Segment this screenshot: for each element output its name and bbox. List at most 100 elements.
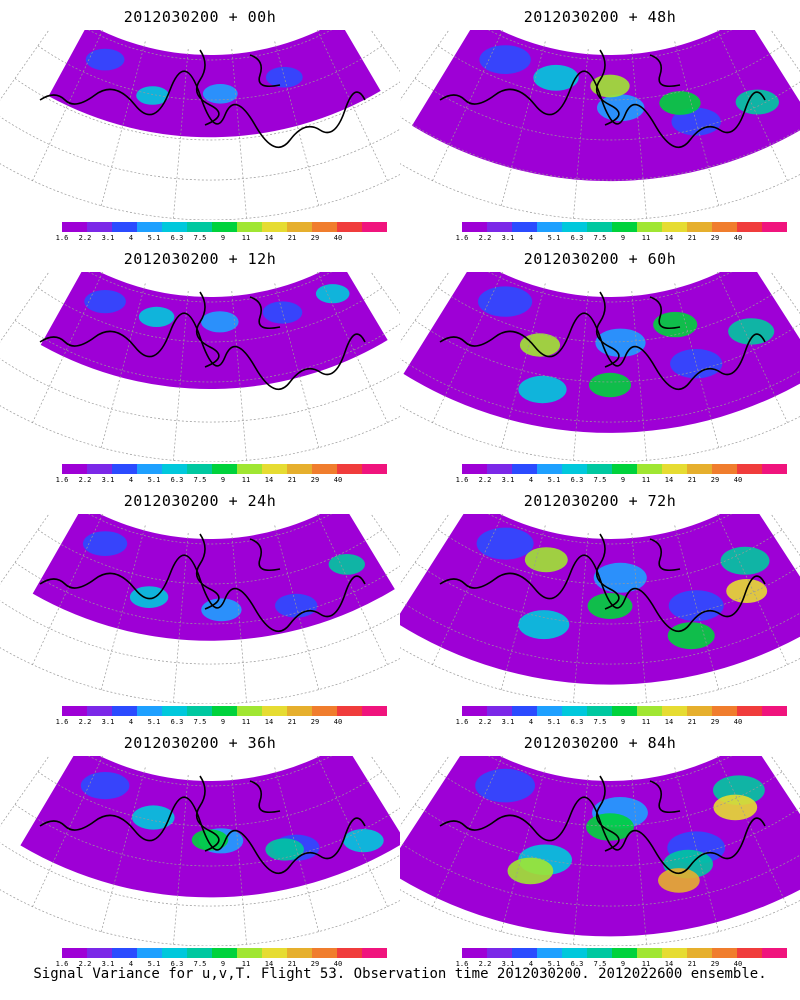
colorbar-label: 6.3 (170, 476, 184, 484)
variance-blob (479, 45, 531, 74)
colorbar-label: 11 (641, 718, 651, 726)
colorbar-label: 9 (220, 476, 226, 484)
colorbar-swatch (112, 706, 137, 716)
colorbar-label: 14 (664, 718, 674, 726)
graticule-meridian (631, 49, 647, 219)
colorbar-swatch (87, 706, 112, 716)
graticule-meridian (716, 514, 788, 665)
colorbar-swatch (637, 948, 662, 958)
colorbar-label: 2.2 (478, 234, 492, 242)
variance-blob (136, 86, 170, 105)
graticule-meridian (432, 756, 504, 907)
colorbar-label: 3.1 (101, 234, 115, 242)
map-panel: 2012030200 + 60h 1.6 2.2 3.1 4 5.1 6.3 7.5 9 11 14… (400, 242, 800, 487)
colorbar-label: 2.2 (78, 718, 92, 726)
colorbar-label: 7.5 (193, 718, 207, 726)
variance-blob (84, 290, 126, 314)
colorbar-swatch (737, 222, 762, 232)
colorbar (62, 464, 387, 474)
graticule-meridian (173, 533, 189, 703)
colorbar (462, 222, 787, 232)
coastline (439, 533, 766, 633)
colorbar-label: 11 (241, 960, 251, 968)
colorbar-swatch (137, 222, 162, 232)
colorbar-label: 21 (687, 718, 697, 726)
colorbar-swatch (587, 948, 612, 958)
graticule-meridian (316, 30, 388, 181)
colorbar-label: 11 (641, 234, 651, 242)
variance-blob (191, 829, 229, 851)
colorbar-label: 7.5 (193, 476, 207, 484)
colorbar-swatch (62, 706, 87, 716)
colorbar-swatch (137, 948, 162, 958)
colorbar-swatch (537, 706, 562, 716)
colorbar-swatch (162, 222, 187, 232)
colorbar-swatch (587, 706, 612, 716)
graticule-meridian (573, 291, 589, 461)
graticule-meridian (231, 533, 247, 703)
colorbar-label: 40 (333, 718, 343, 726)
colorbar-swatch (87, 464, 112, 474)
colorbar-label: 4 (128, 234, 134, 242)
colorbar-swatch (187, 222, 212, 232)
colorbar-swatch (462, 222, 487, 232)
graticule-latitude (0, 842, 400, 907)
variance-blob (735, 89, 779, 115)
graticule-meridian (631, 775, 647, 945)
graticule-latitude (488, 514, 732, 545)
colorbar-label: 14 (664, 476, 674, 484)
graticule-meridian (716, 756, 788, 907)
variance-blob (328, 554, 365, 575)
colorbar-label: 21 (287, 234, 297, 242)
graticule-latitude (400, 842, 800, 907)
graticule-latitude (0, 405, 400, 462)
colorbar-swatch (462, 706, 487, 716)
variance-blob (519, 333, 561, 357)
colorbar-label: 1.6 (55, 234, 69, 242)
graticule-meridian (173, 49, 189, 219)
colorbar-label: 1.6 (55, 960, 69, 968)
colorbar-label: 40 (733, 476, 743, 484)
variance-blob (658, 868, 700, 893)
graticule-meridian (674, 41, 720, 206)
colorbar-swatch (537, 464, 562, 474)
colorbar-swatch (212, 222, 237, 232)
graticule-meridian (400, 756, 450, 827)
colorbar-swatch (512, 464, 537, 474)
colorbar-label: 21 (287, 718, 297, 726)
colorbar-swatch (637, 222, 662, 232)
graticule-meridian (500, 525, 546, 690)
colorbar-swatch (212, 948, 237, 958)
colorbar-swatch (212, 464, 237, 474)
colorbar-label: 4 (128, 476, 134, 484)
graticule-meridian (400, 30, 450, 101)
variance-map (400, 756, 800, 946)
colorbar-label: 7.5 (593, 718, 607, 726)
variance-blob (201, 598, 242, 622)
colorbar-swatch (712, 222, 737, 232)
graticule-meridian (432, 30, 504, 181)
figure-caption: Signal Variance for u,v,T. Flight 53. Ob… (33, 966, 767, 982)
colorbar (462, 948, 787, 958)
colorbar-label: 1.6 (455, 960, 469, 968)
colorbar-label: 29 (310, 718, 320, 726)
variance-blob (518, 610, 570, 640)
colorbar-label: 6.3 (570, 718, 584, 726)
graticule-latitude (400, 600, 800, 665)
colorbar-swatch (312, 222, 337, 232)
colorbar-swatch (362, 222, 387, 232)
graticule-latitude (400, 405, 800, 462)
colorbar-swatch (662, 948, 687, 958)
graticule-meridian (32, 514, 104, 665)
variance-blob (85, 48, 125, 71)
colorbar-swatch (287, 464, 312, 474)
variance-blob (343, 829, 384, 853)
colorbar-swatch (662, 464, 687, 474)
colorbar-labels: 1.6 2.2 3.1 4 5.1 6.3 7.5 9 11 14 21 29 40 (56, 476, 362, 486)
graticule-meridian (674, 767, 720, 932)
colorbar-swatch (487, 464, 512, 474)
colorbar-swatch (287, 222, 312, 232)
colorbar-label: 6.3 (570, 234, 584, 242)
variance-blob (595, 328, 646, 357)
colorbar-swatch (562, 222, 587, 232)
